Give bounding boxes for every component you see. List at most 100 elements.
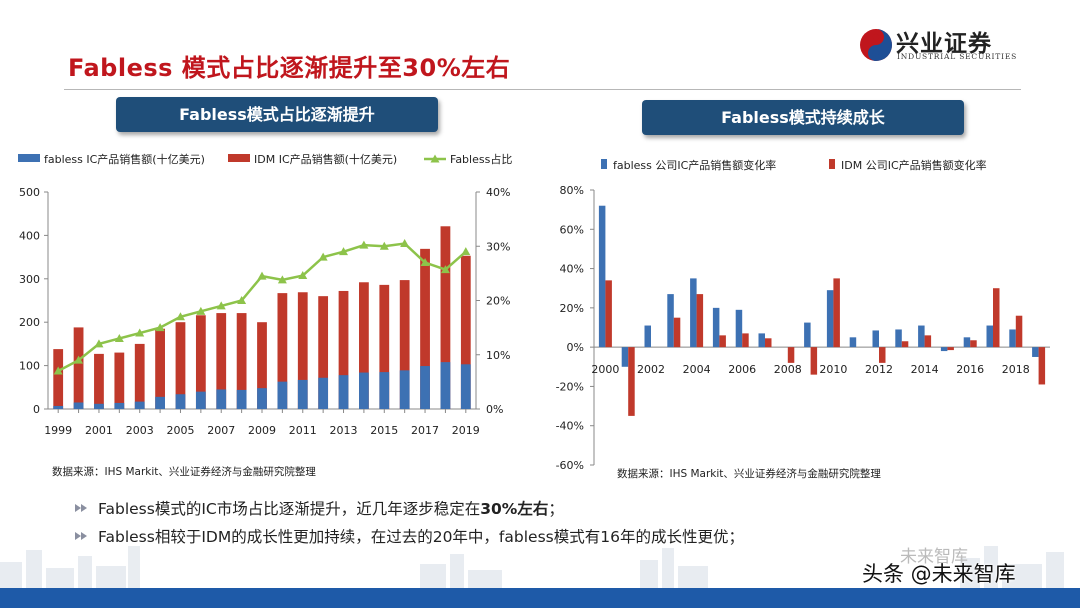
share-marker-2003 xyxy=(135,328,145,337)
chevron-right-icon xyxy=(75,504,87,512)
bar-idm-2017 xyxy=(420,248,430,409)
x-tick-label: 2015 xyxy=(370,424,398,437)
x-tick-label: 2014 xyxy=(911,363,939,376)
bar-idm-2016 xyxy=(399,280,410,409)
x-tick-label: 2009 xyxy=(248,424,276,437)
x-tick-label: 2019 xyxy=(452,424,480,437)
title-divider xyxy=(64,89,1021,90)
right-chart: 80% 60% 40% 20% 0% -20% -40% -60% 2000 2002 2004 20… xyxy=(556,158,1050,472)
y-tick-label: 20% xyxy=(560,302,584,315)
bar-idm-2006 xyxy=(195,315,206,409)
x-tick-label: 2000 xyxy=(591,363,619,376)
bar-idm-2003 xyxy=(134,343,145,409)
legend-label-fabless-growth: fabless 公司IC产品销售额变化率 xyxy=(613,158,776,172)
legend-swatch-idm xyxy=(228,154,250,162)
left-chart: 0 100 200 300 400 500 0% 10% 20% 30% 40% 1999 2001 20… xyxy=(18,152,512,437)
bullet-strong: 30%左右 xyxy=(480,500,549,518)
logo-mark-icon xyxy=(860,29,892,61)
bar-idm-growth-2012 xyxy=(879,347,886,363)
chart-right-header: Fabless模式持续成长 xyxy=(642,100,964,135)
bar-idm-2019 xyxy=(460,255,471,409)
bar-fabless-2010 xyxy=(277,381,288,409)
bar-idm-2012 xyxy=(318,296,329,409)
bar-fabless-growth-2019 xyxy=(1032,347,1039,357)
x-tick-label: 2010 xyxy=(819,363,847,376)
bar-idm-growth-2019 xyxy=(1038,347,1046,385)
y-tick-label-left: 100 xyxy=(19,360,40,373)
bar-idm-2011 xyxy=(297,292,308,409)
y-tick-label: 80% xyxy=(560,184,584,197)
bar-fabless-growth-2006 xyxy=(735,309,743,348)
bar-idm-growth-2016 xyxy=(970,340,977,348)
x-tick-label: 2008 xyxy=(774,363,802,376)
share-marker-2010 xyxy=(277,275,287,284)
page-title: Fabless 模式占比逐渐提升至30%左右 xyxy=(68,54,511,82)
bar-idm-2002 xyxy=(114,352,125,409)
share-marker-2014 xyxy=(359,240,369,249)
share-marker-2019 xyxy=(461,247,471,256)
bar-fabless-growth-2015 xyxy=(940,347,948,352)
share-marker-2004 xyxy=(155,323,165,332)
footer-band xyxy=(0,588,1080,608)
bar-fabless-growth-2018 xyxy=(1009,329,1016,348)
y-tick-label-right: 40% xyxy=(486,186,510,199)
bar-idm-2007 xyxy=(216,313,227,409)
logo-text-cn: 兴业证券 xyxy=(896,30,992,57)
share-marker-2012 xyxy=(318,252,328,261)
share-marker-2000 xyxy=(74,355,84,364)
bar-fabless-growth-2016 xyxy=(963,337,971,348)
x-tick-label: 2003 xyxy=(126,424,154,437)
share-marker-2016 xyxy=(400,239,410,248)
y-tick-label: 40% xyxy=(560,263,584,276)
bar-fabless-growth-2014 xyxy=(918,325,925,348)
bullet-item: Fabless相较于IDM的成长性更加持续，在过去的20年中，fabless模式… xyxy=(72,522,872,550)
bar-fabless-growth-2005 xyxy=(712,307,720,348)
bar-idm-growth-2013 xyxy=(901,341,909,348)
x-tick-label: 2013 xyxy=(330,424,358,437)
source-note-right: 数据来源：IHS Markit、兴业证券经济与金融研究院整理 xyxy=(617,468,881,480)
y-tick-label-right: 20% xyxy=(486,295,510,308)
bar-idm-2001 xyxy=(94,353,104,409)
bar-idm-2005 xyxy=(175,322,186,409)
share-marker-2009 xyxy=(257,271,267,280)
legend-label-share: Fabless占比 xyxy=(450,152,512,166)
y-tick-label-right: 30% xyxy=(486,240,510,253)
x-tick-label: 2016 xyxy=(956,363,984,376)
bar-idm-2014 xyxy=(359,282,369,409)
share-marker-2008 xyxy=(237,296,247,304)
bar-idm-growth-2005 xyxy=(719,335,726,348)
bar-fabless-growth-2000 xyxy=(598,205,606,348)
x-tick-label: 2018 xyxy=(1002,363,1030,376)
bar-fabless-2013 xyxy=(338,375,349,409)
share-marker-2005 xyxy=(175,312,185,321)
bar-fabless-growth-2004 xyxy=(690,278,697,348)
bar-idm-growth-2003 xyxy=(673,317,681,348)
bar-idm-2018 xyxy=(440,226,451,409)
bar-fabless-2006 xyxy=(195,391,206,409)
bar-fabless-2019 xyxy=(460,364,471,409)
logo-text-en: INDUSTRIAL SECURITIES xyxy=(897,52,1018,61)
share-marker-2015 xyxy=(379,241,389,250)
x-tick-label: 2006 xyxy=(728,363,756,376)
bar-idm-growth-2001 xyxy=(628,347,635,416)
y-tick-label-left: 400 xyxy=(19,229,40,242)
y-tick-label-left: 200 xyxy=(19,316,40,329)
bullet-tail: ； xyxy=(548,500,564,518)
bar-fabless-2009 xyxy=(257,388,267,409)
bar-fabless-1999 xyxy=(53,405,64,409)
y-tick-label: 60% xyxy=(560,223,584,236)
bar-fabless-2012 xyxy=(318,377,329,409)
bar-fabless-growth-2002 xyxy=(644,325,651,348)
bar-idm-growth-2015 xyxy=(947,347,954,351)
bar-fabless-growth-2011 xyxy=(849,337,857,348)
legend-swatch-fabless xyxy=(18,154,40,162)
chart-left-header: Fabless模式占比逐渐提升 xyxy=(116,97,438,132)
y-tick-label-left: 300 xyxy=(19,273,40,286)
bar-idm-growth-2000 xyxy=(605,280,612,348)
bar-fabless-growth-2001 xyxy=(621,347,629,367)
company-logo: 兴业证券 INDUSTRIAL SECURITIES xyxy=(858,24,1038,66)
legend-label-idm-growth: IDM 公司IC产品销售额变化率 xyxy=(841,158,987,172)
bar-idm-2004 xyxy=(155,328,165,409)
share-marker-2006 xyxy=(196,306,206,315)
